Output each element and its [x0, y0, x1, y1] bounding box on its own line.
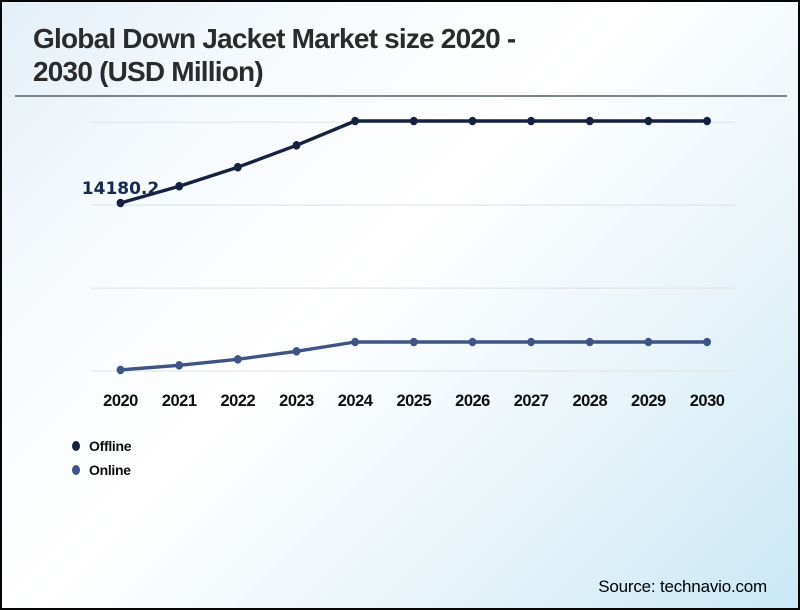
legend-item-offline: Offline — [72, 438, 132, 454]
data-point-offline — [116, 198, 125, 208]
legend-label-offline: Offline — [89, 438, 132, 454]
offline-series-swatch-icon — [72, 441, 80, 451]
page-title-line2: 2030 (USD Million) — [33, 56, 264, 87]
x-axis-label: 2026 — [455, 392, 490, 410]
data-point-offline — [644, 116, 653, 126]
data-point-online — [116, 365, 125, 375]
point-value-label: 14180.2 — [82, 179, 159, 199]
data-point-online — [175, 361, 184, 370]
page-title: Global Down Jacket Market size 2020 - 20… — [33, 22, 516, 88]
data-point-offline — [703, 116, 711, 126]
data-point-online — [292, 347, 301, 356]
x-axis-label: 2021 — [162, 392, 197, 410]
data-point-online — [703, 337, 711, 347]
data-point-offline — [585, 116, 594, 126]
x-axis-label: 2022 — [220, 392, 255, 410]
data-point-online — [585, 337, 594, 347]
data-point-online — [351, 337, 359, 347]
data-point-online — [644, 337, 653, 347]
data-point-offline — [468, 116, 477, 126]
x-axis-label: 2023 — [279, 392, 314, 410]
data-point-online — [468, 337, 477, 347]
x-axis-label: 2020 — [103, 392, 138, 410]
x-axis-label: 2024 — [338, 392, 374, 410]
series-line-offline — [118, 119, 709, 205]
online-series-swatch-icon — [72, 465, 80, 475]
data-point-offline — [233, 162, 242, 172]
data-point-online — [233, 355, 242, 364]
x-axis-label: 2027 — [514, 392, 549, 410]
data-point-online — [409, 337, 418, 347]
data-point-offline — [292, 141, 301, 150]
page-title-line1: Global Down Jacket Market size 2020 - — [33, 23, 516, 54]
data-point-offline — [527, 116, 535, 126]
legend-item-online: Online — [72, 462, 131, 478]
data-point-offline — [409, 116, 418, 126]
title-divider — [15, 95, 787, 97]
x-axis-label: 2030 — [690, 392, 725, 410]
legend-label-online: Online — [89, 462, 131, 478]
chart-legend: Offline Online — [72, 438, 132, 478]
x-axis-label: 2028 — [572, 392, 607, 410]
source-text: Source: technavio.com — [598, 577, 767, 596]
x-axis-label: 2029 — [631, 392, 666, 410]
data-point-online — [527, 337, 535, 347]
x-axis-label: 2025 — [396, 392, 431, 410]
data-point-offline — [351, 116, 359, 126]
data-point-offline — [175, 181, 184, 191]
